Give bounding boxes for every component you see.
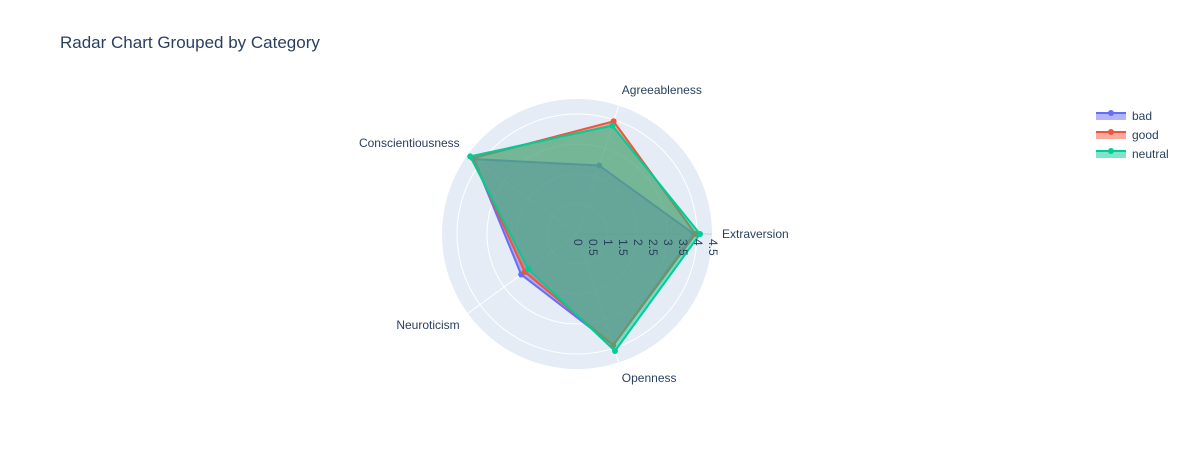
series-neutral-area: [469, 124, 701, 352]
series-neutral-point-conscientiousness: [467, 153, 474, 160]
legend-swatch-neutral: [1096, 147, 1126, 158]
series-neutral-point-openness: [612, 347, 619, 354]
radial-tick-label-3: 1.5: [616, 239, 630, 256]
radial-tick-label-5: 2.5: [646, 239, 660, 256]
category-label-neuroticism: Neuroticism: [396, 318, 459, 332]
legend-label-good: good: [1132, 127, 1159, 142]
radial-tick-label-1: 0.5: [586, 239, 600, 256]
series-neutral-point-extraversion: [697, 231, 703, 237]
legend-item-bad[interactable]: bad: [1096, 106, 1169, 125]
radial-tick-label-9: 4.5: [706, 239, 720, 256]
radial-tick-label-2: 1: [601, 239, 615, 246]
legend-swatch-good: [1096, 128, 1126, 139]
category-label-extraversion: Extraversion: [722, 227, 789, 241]
radial-tick-label-0: 0: [571, 239, 585, 246]
category-label-openness: Openness: [622, 371, 677, 385]
chart-title: Radar Chart Grouped by Category: [60, 33, 320, 52]
radial-tick-label-6: 3: [661, 239, 675, 246]
radial-tick-label-7: 3.5: [676, 239, 690, 256]
series-neutral-point-neuroticism: [525, 266, 532, 273]
series-group: [467, 118, 703, 354]
legend-item-neutral[interactable]: neutral: [1096, 144, 1169, 163]
radial-tick-label-8: 4: [691, 239, 705, 246]
legend: bad good neutral: [1096, 106, 1169, 163]
category-label-conscientiousness: Conscientiousness: [359, 136, 460, 150]
category-labels: Extraversion Agreeableness Conscientiousne…: [359, 83, 789, 385]
radial-tick-label-4: 2: [631, 239, 645, 246]
legend-label-bad: bad: [1132, 108, 1153, 123]
legend-label-neutral: neutral: [1132, 146, 1169, 161]
radial-ticks: 0 0.5 1 1.5 2 2.5 3 3.5 4 4.5: [571, 239, 720, 256]
legend-item-good[interactable]: good: [1096, 125, 1169, 144]
series-neutral-point-agreeableness: [609, 122, 616, 129]
legend-swatch-bad: [1096, 109, 1126, 120]
category-label-agreeableness: Agreeableness: [622, 83, 702, 97]
